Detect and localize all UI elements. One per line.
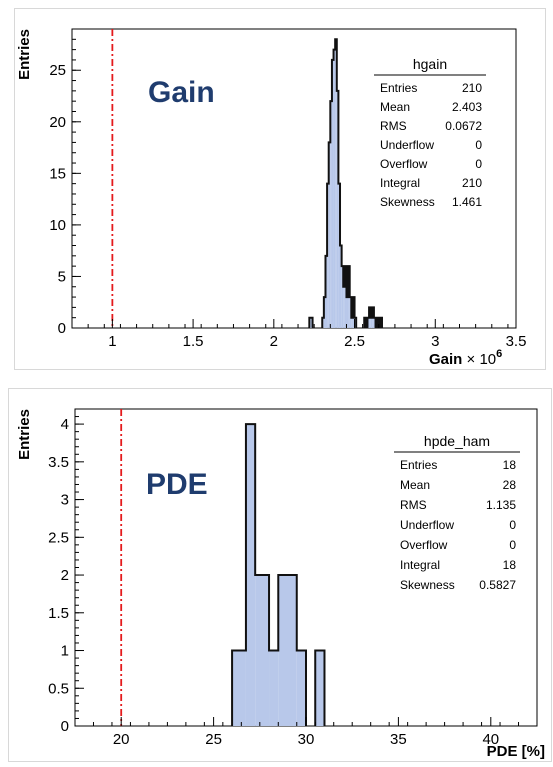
x-tick-label: 20 (113, 731, 130, 748)
y-tick-label: 1 (61, 643, 69, 660)
histogram-bar (331, 59, 334, 329)
stats-row-value: 0 (475, 157, 482, 171)
histogram-bar (336, 90, 339, 329)
stats-row-label: Underflow (380, 138, 434, 152)
histogram-bar (245, 424, 256, 726)
stats-row-value: 2.403 (452, 100, 482, 114)
stats-row-label: Integral (380, 176, 420, 190)
stats-box-name: hgain (413, 56, 447, 72)
y-tick-label: 20 (49, 114, 66, 131)
histogram-bar (232, 650, 246, 726)
histogram-bar (333, 49, 336, 328)
x-tick-label: 1.5 (183, 333, 204, 350)
chart-overlay-title: PDE (146, 468, 208, 501)
x-axis-label-text: Gain (429, 351, 467, 368)
stats-row-label: Mean (380, 100, 410, 114)
histogram-bar (341, 266, 344, 328)
stats-row-value: 0.0672 (445, 119, 482, 133)
stats-row-value: 210 (462, 81, 482, 95)
x-tick-label: 3 (431, 333, 439, 350)
x-tick-label: 2.5 (344, 333, 365, 350)
x-tick-label: 3.5 (506, 333, 527, 350)
gain-histogram-panel: 1 1.5 2 2.5 3 3.5 0 5 10 15 20 25 Entries Gain hgain En… (14, 8, 546, 370)
x-axis-label: Gain × 106 (429, 348, 502, 368)
pde-histogram-panel: 20 25 30 35 40 0 0.5 1 1.5 2 2.5 3 3.5 4 Entries PDE hpd… (8, 388, 552, 762)
histogram-bar (370, 317, 373, 328)
histogram-bar (255, 575, 270, 726)
y-axis-label: Entries (16, 29, 33, 80)
plot-frame (71, 28, 517, 329)
stats-row-label: Integral (400, 558, 440, 572)
histogram-bar (269, 650, 279, 726)
stats-box (374, 54, 486, 194)
stats-row-label: Entries (400, 458, 437, 472)
y-tick-label: 1.5 (48, 605, 69, 622)
histogram-bar (335, 39, 337, 329)
histogram-outline (231, 423, 326, 726)
stats-row-value: 18 (503, 558, 517, 572)
y-axis-label: Entries (16, 409, 33, 460)
y-tick-label: 2 (61, 567, 69, 584)
stats-row-label: Skewness (400, 578, 455, 592)
histogram-bar (343, 286, 345, 328)
y-tick-label: 0 (58, 320, 66, 337)
x-tick-label: 2 (270, 333, 278, 350)
stats-row-value: 0 (475, 138, 482, 152)
stats-row-value: 18 (503, 458, 517, 472)
x-axis-label: PDE [%] (487, 743, 545, 760)
stats-row-label: Underflow (400, 518, 454, 532)
histogram-bar (330, 101, 332, 328)
y-tick-label: 5 (58, 268, 66, 285)
x-axis-label-unit: × 10 (467, 351, 497, 368)
histogram-bar (346, 297, 349, 328)
stats-row-label: RMS (400, 498, 427, 512)
x-axis-label-exponent: 6 (496, 348, 502, 360)
histogram-bar (309, 317, 313, 328)
stats-row-value: 1.135 (486, 498, 516, 512)
x-tick-label: 25 (205, 731, 222, 748)
y-tick-label: 15 (49, 165, 66, 182)
gain-histogram-chart: 1 1.5 2 2.5 3 3.5 0 5 10 15 20 25 Entries Gain hgain En… (16, 28, 527, 368)
stats-row-label: Overflow (380, 157, 428, 171)
histogram-bar (315, 650, 325, 726)
y-tick-label: 3 (61, 492, 69, 509)
stats-box (394, 431, 520, 581)
x-tick-label: 40 (482, 731, 499, 748)
pde-histogram-chart: 20 25 30 35 40 0 0.5 1 1.5 2 2.5 3 3.5 4 Entries PDE hpd… (16, 408, 545, 760)
stats-row-value: 0.5827 (479, 578, 516, 592)
x-tick-label: 30 (298, 731, 315, 748)
chart-overlay-title: Gain (148, 76, 215, 109)
stats-box-name: hpde_ham (424, 433, 490, 449)
histogram-bar (296, 650, 306, 726)
histogram-bar (340, 245, 342, 328)
stats-row-label: Overflow (400, 538, 448, 552)
y-tick-label: 3.5 (48, 454, 69, 471)
stats-row-value: 28 (503, 478, 517, 492)
stats-row-label: Entries (380, 81, 417, 95)
x-tick-label: 35 (390, 731, 407, 748)
histogram-bar (328, 142, 331, 328)
stats-row-value: 0 (509, 518, 516, 532)
y-tick-label: 25 (49, 62, 66, 79)
stats-row-value: 0 (509, 538, 516, 552)
y-tick-label: 10 (49, 217, 66, 234)
stats-row-label: Mean (400, 478, 430, 492)
stats-row-value: 1.461 (452, 195, 482, 209)
x-tick-label: 1 (108, 333, 116, 350)
stats-row-label: Skewness (380, 195, 435, 209)
y-tick-label: 2.5 (48, 529, 69, 546)
y-tick-label: 4 (61, 416, 69, 433)
stats-row-value: 210 (462, 176, 482, 190)
histogram-bar (338, 183, 341, 328)
histogram-bar (278, 575, 297, 726)
histogram-bar (351, 317, 353, 328)
stats-row-label: RMS (380, 119, 407, 133)
histogram-outline (308, 38, 383, 328)
y-tick-label: 0.5 (48, 680, 69, 697)
y-tick-label: 0 (61, 718, 69, 735)
